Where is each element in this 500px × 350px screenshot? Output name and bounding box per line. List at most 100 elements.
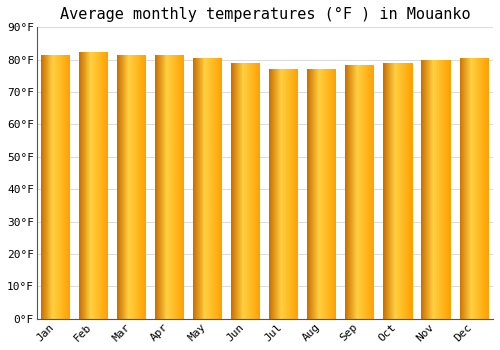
Bar [46,55,47,319]
Bar [276,69,277,319]
Bar [431,60,432,319]
Bar [173,55,174,319]
Bar [434,60,435,319]
Bar [322,69,323,319]
Bar [355,64,356,319]
Bar [157,55,158,319]
Bar [484,58,485,319]
Bar [168,55,169,319]
Bar [135,55,136,319]
Bar [430,60,431,319]
Bar [425,60,426,319]
Bar [462,58,463,319]
Bar [432,60,433,319]
Bar [386,63,387,319]
Bar [351,64,352,319]
Bar [221,58,222,319]
Bar [202,58,203,319]
Bar [195,58,196,319]
Bar [251,63,252,319]
Bar [106,51,107,319]
Bar [101,51,102,319]
Bar [240,63,241,319]
Bar [220,58,221,319]
Bar [208,58,209,319]
Bar [397,63,398,319]
Bar [426,60,427,319]
Bar [53,55,54,319]
Bar [248,63,249,319]
Bar [283,69,284,319]
Bar [444,60,445,319]
Bar [480,58,481,319]
Bar [250,63,251,319]
Bar [284,69,285,319]
Bar [390,63,391,319]
Bar [79,51,80,319]
Bar [56,55,57,319]
Bar [218,58,219,319]
Bar [120,55,121,319]
Bar [216,58,217,319]
Bar [249,63,250,319]
Bar [160,55,161,319]
Bar [327,69,328,319]
Bar [429,60,430,319]
Bar [486,58,487,319]
Bar [124,55,125,319]
Bar [324,69,325,319]
Bar [161,55,162,319]
Bar [350,64,351,319]
Bar [364,64,365,319]
Bar [68,55,69,319]
Bar [373,64,374,319]
Bar [169,55,170,319]
Bar [200,58,201,319]
Bar [80,51,81,319]
Bar [132,55,134,319]
Bar [58,55,59,319]
Bar [482,58,483,319]
Bar [348,64,349,319]
Bar [232,63,233,319]
Bar [259,63,260,319]
Bar [123,55,124,319]
Bar [252,63,253,319]
Bar [179,55,180,319]
Bar [384,63,385,319]
Bar [365,64,366,319]
Bar [256,63,257,319]
Bar [410,63,411,319]
Bar [329,69,330,319]
Bar [236,63,237,319]
Bar [105,51,106,319]
Bar [104,51,105,319]
Bar [199,58,200,319]
Bar [469,58,470,319]
Bar [50,55,51,319]
Bar [67,55,68,319]
Bar [241,63,242,319]
Bar [478,58,479,319]
Bar [483,58,484,319]
Bar [122,55,123,319]
Bar [392,63,393,319]
Bar [407,63,408,319]
Bar [127,55,128,319]
Bar [242,63,243,319]
Bar [464,58,465,319]
Bar [331,69,332,319]
Bar [64,55,65,319]
Bar [176,55,177,319]
Bar [98,51,99,319]
Bar [49,55,50,319]
Bar [475,58,476,319]
Bar [445,60,446,319]
Bar [388,63,389,319]
Bar [427,60,428,319]
Bar [60,55,61,319]
Bar [438,60,439,319]
Bar [48,55,49,319]
Bar [239,63,240,319]
Bar [320,69,321,319]
